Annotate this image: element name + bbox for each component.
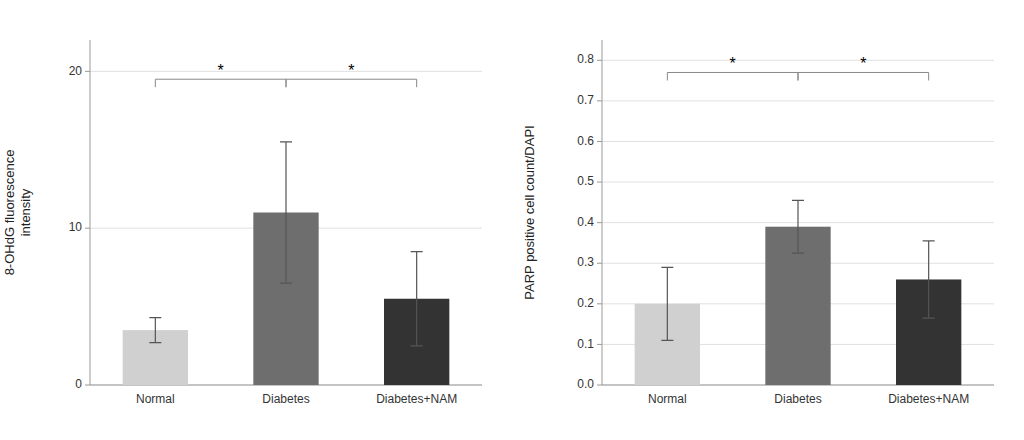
y-tick-label: 0.4	[577, 215, 594, 229]
grid-line	[602, 60, 994, 61]
significance-bracket	[155, 79, 286, 87]
error-bar	[411, 252, 423, 346]
y-tick-label: 0.2	[577, 296, 594, 310]
error-bar	[280, 142, 292, 283]
grid-line	[90, 71, 482, 72]
y-axis-line	[90, 40, 91, 385]
x-tick-label: Diabetes	[262, 392, 309, 406]
grid-line	[602, 182, 994, 183]
y-tick-label: 0.8	[577, 52, 594, 66]
bars	[123, 142, 450, 385]
y-tick	[597, 222, 602, 223]
x-tick-label: Normal	[136, 392, 175, 406]
significance-bracket	[798, 72, 929, 80]
y-tick-label: 20	[69, 64, 83, 78]
x-tick-label: Normal	[648, 392, 687, 406]
y-tick-label: 0.6	[577, 134, 594, 148]
significance-label: *	[730, 55, 736, 72]
x-tick-label: Diabetes+NAM	[888, 392, 969, 406]
y-tick	[597, 303, 602, 304]
y-tick	[85, 228, 90, 229]
y-tick-label: 10	[69, 220, 83, 234]
y-tick	[597, 263, 602, 264]
chart-panel: 0.0 0.1 0.2 0.3 0.4 0.5 0.6 0.7 0.8 PARP positive…	[522, 40, 994, 406]
grid-line	[602, 100, 994, 101]
y-tick	[597, 141, 602, 142]
y-tick	[85, 71, 90, 72]
y-tick-label: 0.7	[577, 93, 594, 107]
y-axis-line	[602, 40, 603, 385]
chart-panel: 0 10 20 8-OHdG fluorescenceintensity Normal D…	[2, 40, 482, 406]
y-tick-label: 0	[75, 377, 82, 391]
significance-label: *	[348, 62, 354, 79]
grid-line	[602, 141, 994, 142]
y-axis-label-line: PARP positive cell count/DAPI	[522, 125, 537, 299]
y-axis-label: PARP positive cell count/DAPI	[522, 125, 537, 299]
y-axis-label-line: 8-OHdG fluorescence	[2, 150, 17, 276]
y-tick	[597, 385, 602, 386]
y-tick	[597, 182, 602, 183]
y-tick	[597, 60, 602, 61]
x-tick-label: Diabetes+NAM	[376, 392, 457, 406]
y-tick	[597, 100, 602, 101]
y-tick-label: 0.3	[577, 255, 594, 269]
y-tick-label: 0.1	[577, 337, 594, 351]
error-bar	[661, 267, 673, 340]
y-tick	[85, 385, 90, 386]
y-tick-label: 0.0	[577, 377, 594, 391]
y-tick	[597, 344, 602, 345]
significance-label: *	[860, 55, 866, 72]
y-tick-label: 0.5	[577, 174, 594, 188]
y-axis-label: 8-OHdG fluorescenceintensity	[2, 150, 33, 276]
significance-bracket	[286, 79, 417, 87]
error-bar	[792, 200, 804, 253]
significance-label: *	[218, 62, 224, 79]
x-tick-label: Diabetes	[774, 392, 821, 406]
y-axis-label-line: intensity	[18, 188, 33, 236]
error-bar	[149, 318, 161, 343]
error-bar	[923, 241, 935, 318]
bars	[635, 200, 962, 385]
significance-bracket	[667, 72, 798, 80]
figure: 0 10 20 8-OHdG fluorescenceintensity Normal D…	[0, 0, 1024, 440]
